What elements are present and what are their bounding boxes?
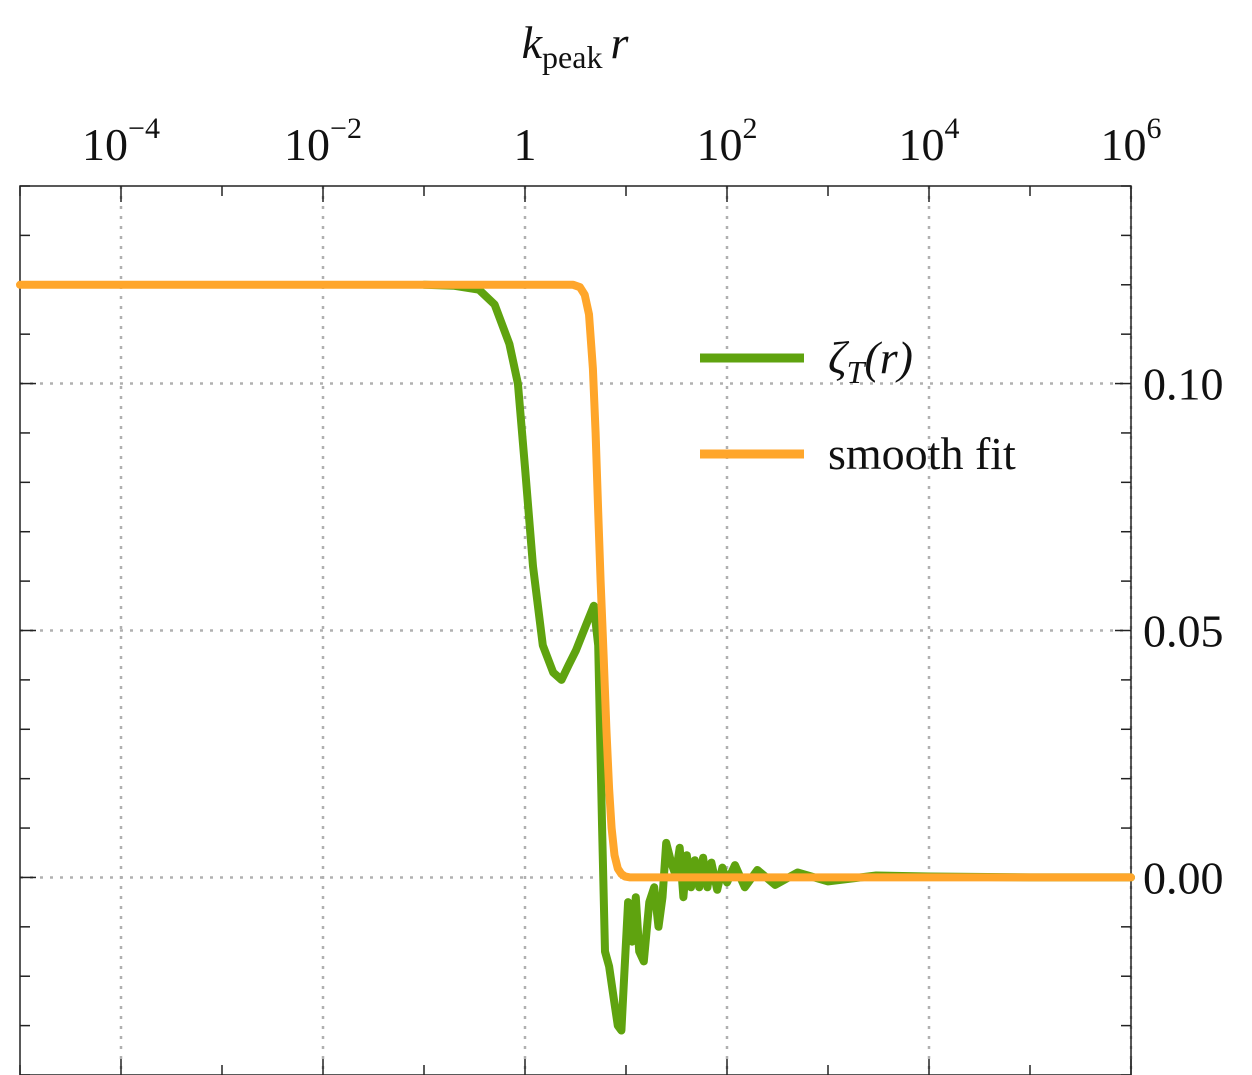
legend-label-main: smooth fit	[828, 428, 1016, 479]
legend-label-suffix: (r)	[864, 332, 913, 383]
x-axis-title-main: k	[522, 17, 544, 68]
legend-label-subscript: T	[847, 354, 867, 390]
legend-label-0: ζT(r)	[828, 332, 913, 390]
x-tick-label-exponent: −4	[128, 112, 160, 145]
series-layer	[16, 280, 1135, 1035]
plot-frame	[19, 185, 1132, 1075]
x-tick-label-1: 10−2	[284, 112, 362, 170]
x-tick-label-exponent: 4	[945, 112, 960, 145]
x-axis-title-subscript: peak	[542, 39, 602, 75]
x-tick-label-5: 106	[1101, 112, 1162, 170]
x-tick-label-exponent: −2	[330, 112, 362, 145]
legend-label-1: smooth fit	[828, 428, 1016, 479]
legend: ζT(r) smooth fit	[700, 332, 1016, 479]
x-tick-label-base: 10	[1101, 119, 1147, 170]
series-line-0	[420, 280, 1135, 1035]
x-tick-label-base: 10	[82, 119, 128, 170]
y-tick-label-1: 0.05	[1143, 606, 1224, 657]
legend-label-main: ζ	[828, 332, 850, 383]
x-tick-label-4: 104	[899, 112, 960, 170]
x-tick-label-3: 102	[697, 112, 758, 170]
x-tick-label-base: 10	[899, 119, 945, 170]
grid-layer	[20, 186, 1133, 1075]
x-axis-title-variable: r	[610, 17, 629, 68]
x-tick-label-base: 10	[284, 119, 330, 170]
x-tick-label-base: 10	[697, 119, 743, 170]
x-tick-label-0: 10−4	[82, 112, 160, 170]
series-line-1	[16, 280, 1135, 882]
x-tick-label-2: 1	[514, 119, 537, 170]
y-tick-label-2: 0.10	[1143, 359, 1224, 410]
x-tick-label-base: 1	[514, 119, 537, 170]
y-tick-label-0: 0.00	[1143, 852, 1224, 903]
x-tick-label-exponent: 6	[1147, 112, 1162, 145]
x-axis-title: kpeak r	[522, 17, 630, 75]
plot-frame-layer	[19, 185, 1132, 1075]
x-tick-label-exponent: 2	[743, 112, 758, 145]
